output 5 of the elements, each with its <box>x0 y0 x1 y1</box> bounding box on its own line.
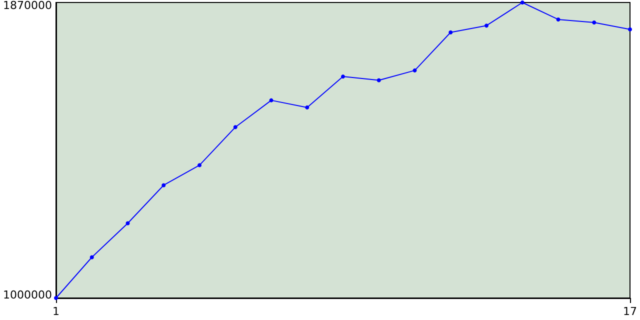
x-tick-label: 17 <box>623 305 637 318</box>
line-series <box>54 0 632 300</box>
y-tick-label: 1870000 <box>3 0 52 12</box>
y-tick-label: 1000000 <box>3 288 52 302</box>
x-tick-label: 1 <box>52 305 60 318</box>
